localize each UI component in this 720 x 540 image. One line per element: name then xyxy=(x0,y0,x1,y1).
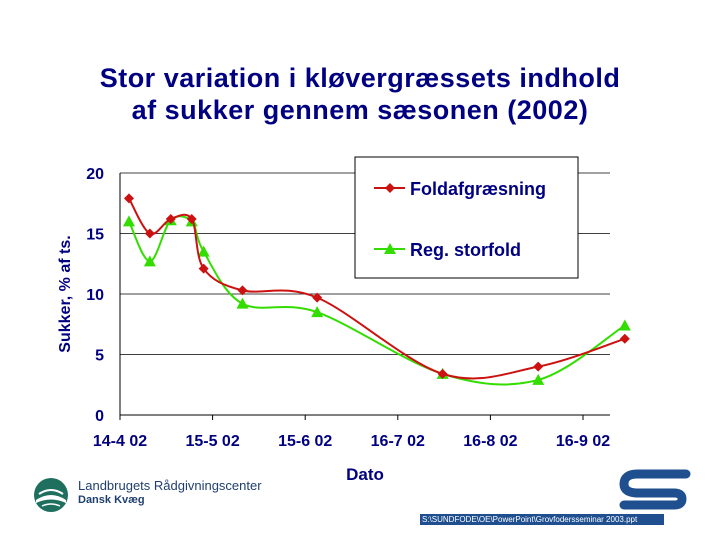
data-point-triangle xyxy=(311,306,324,318)
axis-layer: 0 5 10 15 20 14-4 02 15-5 02 15-6 02 16-7 02 16-8… xyxy=(57,166,610,484)
series-layer xyxy=(122,193,631,386)
cow-logo-icon xyxy=(32,476,70,519)
data-point-diamond xyxy=(198,263,209,274)
data-point-diamond xyxy=(186,213,197,224)
data-point-triangle xyxy=(197,245,210,257)
data-point-triangle xyxy=(618,319,631,331)
data-point-diamond xyxy=(437,368,448,379)
x-tick-label: 16-7 02 xyxy=(371,433,425,450)
y-tick-label: 15 xyxy=(86,227,104,244)
department-name: Dansk Kvæg xyxy=(78,494,145,506)
data-point-diamond xyxy=(533,361,544,372)
legend-label: Foldafgræsning xyxy=(410,179,546,199)
slide-title: Stor variation i kløvergræssets indhold … xyxy=(0,62,720,126)
legend-box xyxy=(354,156,579,279)
file-path: S:\SUNDFODE\OE\PowerPoint\Grovfoderssemi… xyxy=(420,514,664,525)
y-tick-label: 5 xyxy=(95,348,104,365)
title-line-2: af sukker gennem sæsonen (2002) xyxy=(131,95,589,125)
y-tick-label: 10 xyxy=(86,287,104,304)
y-tick-label: 20 xyxy=(86,166,104,183)
y-axis-label: Sukker, % af ts. xyxy=(57,235,74,352)
legend-label: Reg. storfold xyxy=(410,240,521,260)
data-point-diamond xyxy=(123,193,134,204)
data-point-triangle xyxy=(532,373,545,385)
data-point-diamond xyxy=(619,333,630,344)
legend-swatch-marker xyxy=(384,243,396,254)
data-point-triangle xyxy=(143,255,156,267)
legend: Foldafgræsning Reg. storfold xyxy=(354,156,579,279)
data-point-diamond xyxy=(144,228,155,239)
data-point-diamond xyxy=(237,285,248,296)
legend-swatch-marker xyxy=(385,183,395,193)
x-tick-label: 16-9 02 xyxy=(556,433,610,450)
data-point-triangle xyxy=(236,297,249,309)
data-point-diamond xyxy=(312,292,323,303)
title-line-1: Stor variation i kløvergræssets indhold xyxy=(99,63,621,93)
data-point-diamond xyxy=(165,213,176,224)
y-tick-label: 0 xyxy=(95,408,104,425)
x-axis-label: Dato xyxy=(346,465,384,484)
data-point-triangle xyxy=(122,215,135,227)
s-logo-icon xyxy=(616,466,696,519)
x-tick-label: 15-6 02 xyxy=(278,433,332,450)
x-tick-label: 14-4 02 xyxy=(93,433,147,450)
organization-name: Landbrugets Rådgivningscenter xyxy=(78,478,262,493)
x-tick-label: 15-5 02 xyxy=(185,433,239,450)
x-tick-label: 16-8 02 xyxy=(463,433,517,450)
